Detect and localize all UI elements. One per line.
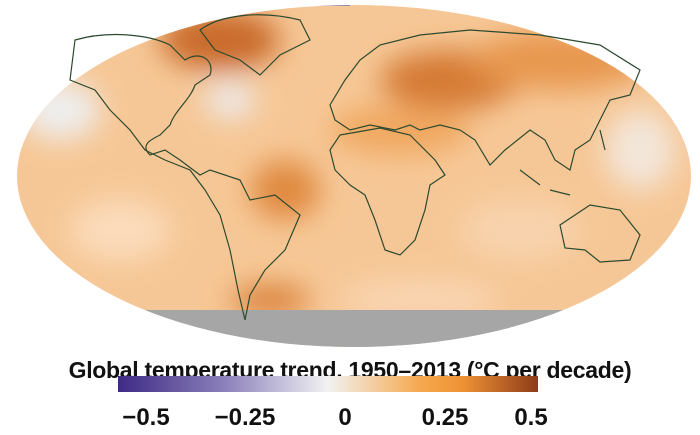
coastlines	[69, 14, 641, 321]
legend-tick: 0.5	[514, 404, 548, 431]
legend-tick: −0.5	[122, 404, 170, 431]
arctic-cool-strip	[190, 5, 350, 6]
antarctica-no-data	[17, 310, 691, 347]
color-scale-bar	[118, 376, 538, 392]
legend-tick: −0.25	[214, 404, 276, 431]
temperature-trend-map	[17, 5, 691, 347]
legend-tick: 0	[338, 404, 352, 431]
legend-tick: 0.25	[421, 404, 469, 431]
